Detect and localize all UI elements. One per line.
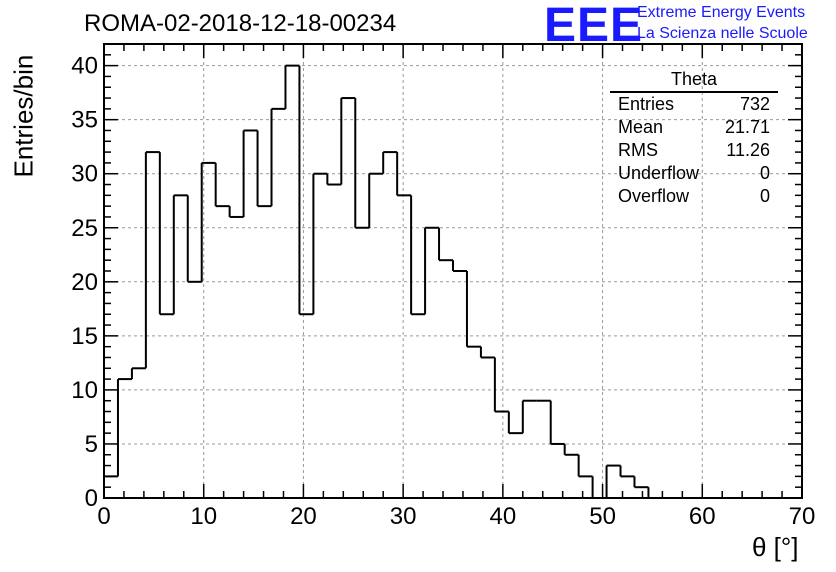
y-tick-label: 15 — [71, 323, 98, 350]
stats-label: Underflow — [618, 163, 700, 183]
y-tick-label: 25 — [71, 215, 98, 242]
y-tick-label: 35 — [71, 107, 98, 134]
x-tick-label: 50 — [589, 503, 616, 530]
x-tick-label: 20 — [290, 503, 317, 530]
eee-logo-mark: EEE — [544, 0, 644, 52]
stats-label: Entries — [618, 94, 675, 114]
x-tick-label: 40 — [490, 503, 517, 530]
y-tick-label: 30 — [71, 161, 98, 188]
x-axis-label: θ [°] — [752, 532, 799, 562]
eee-logo-line2: La Scienza nelle Scuole — [637, 25, 808, 42]
x-tick-label: 0 — [97, 503, 110, 530]
stats-row-mean: Mean 21.71 — [610, 116, 778, 139]
tick-labels: 0 10 20 30 40 50 60 70 0 5 10 15 20 25 30 35 40 — [71, 53, 815, 530]
stats-row-underflow: Underflow 0 — [610, 162, 778, 185]
x-tick-label: 30 — [390, 503, 417, 530]
stats-value: 21.71 — [724, 117, 770, 137]
stats-label: Overflow — [618, 186, 690, 206]
stats-title: Theta — [610, 68, 778, 93]
histogram-bars — [103, 64, 663, 499]
stats-row-rms: RMS 11.26 — [610, 139, 778, 162]
stats-row-overflow: Overflow 0 — [610, 185, 778, 208]
x-tick-label: 60 — [689, 503, 716, 530]
grid-lines — [104, 44, 802, 498]
stats-label: Mean — [618, 117, 664, 137]
y-tick-label: 40 — [71, 53, 98, 80]
x-tick-label: 70 — [789, 503, 816, 530]
stats-box: Theta Entries 732 Mean 21.71 RMS 11.26 U… — [610, 68, 778, 208]
stats-value: 11.26 — [726, 140, 770, 160]
y-tick-label: 20 — [71, 269, 98, 296]
stats-label: RMS — [618, 140, 658, 160]
y-tick-label: 10 — [71, 377, 98, 404]
y-axis-label: Entries/bin — [8, 54, 39, 178]
axis-ticks — [103, 43, 803, 499]
chart-title: ROMA-02-2018-12-18-00234 — [84, 10, 397, 37]
stats-value: 0 — [759, 163, 770, 183]
y-tick-label: 0 — [85, 485, 98, 512]
y-tick-label: 5 — [85, 431, 98, 458]
x-tick-label: 10 — [190, 503, 217, 530]
stats-value: 0 — [759, 186, 770, 206]
eee-logo-line1: Extreme Energy Events — [637, 4, 806, 21]
stats-row-entries: Entries 732 — [610, 93, 778, 116]
stats-value: 732 — [739, 94, 770, 114]
